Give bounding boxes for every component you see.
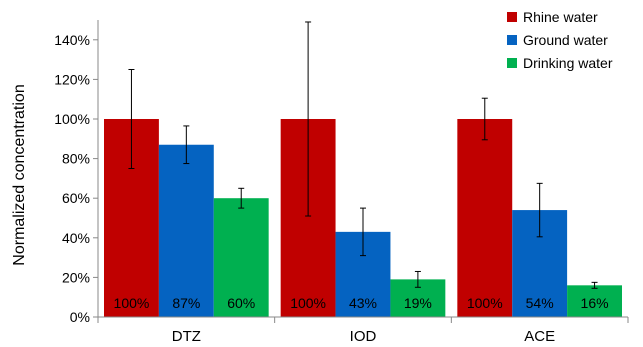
legend-swatch [507,58,517,68]
y-tick-label: 120% [54,71,90,87]
y-tick-label: 40% [62,230,90,246]
data-label: 19% [404,295,432,311]
data-label: 16% [581,295,609,311]
bar [213,198,269,317]
legend-label: Drinking water [523,55,613,71]
data-label: 100% [114,295,150,311]
bars: 100% 87% 60% 100% 43% 19% 100% 54% 16% [104,21,622,317]
bar [567,285,622,317]
legend-label: Ground water [523,32,608,48]
y-tick-label: 0% [70,309,90,325]
legend-swatch [507,12,517,22]
data-label: 100% [467,295,503,311]
data-label: 43% [349,295,377,311]
data-label: 100% [290,295,326,311]
y-tick-label: 80% [62,151,90,167]
y-axis-label: Normalized concentration [11,84,28,265]
data-label: 60% [227,295,255,311]
x-tick-label: ACE [524,328,555,345]
data-label: 87% [172,295,200,311]
y-tick-label: 100% [54,111,90,127]
y-tick-label: 140% [54,32,90,48]
legend-swatch [507,35,517,45]
legend-label: Rhine water [523,9,598,25]
data-label: 54% [526,295,554,311]
x-axis: DTZ IOD ACE [97,316,629,345]
bar [158,144,214,317]
y-axis: 0% 20% 40% 60% 80% 100% 120% 140% [54,20,99,325]
x-tick-label: IOD [350,328,377,345]
y-tick-label: 60% [62,190,90,206]
legend: Rhine water Ground water Drinking water [507,9,613,71]
bar [457,119,513,317]
y-tick-label: 20% [62,269,90,285]
x-tick-label: DTZ [172,328,201,345]
